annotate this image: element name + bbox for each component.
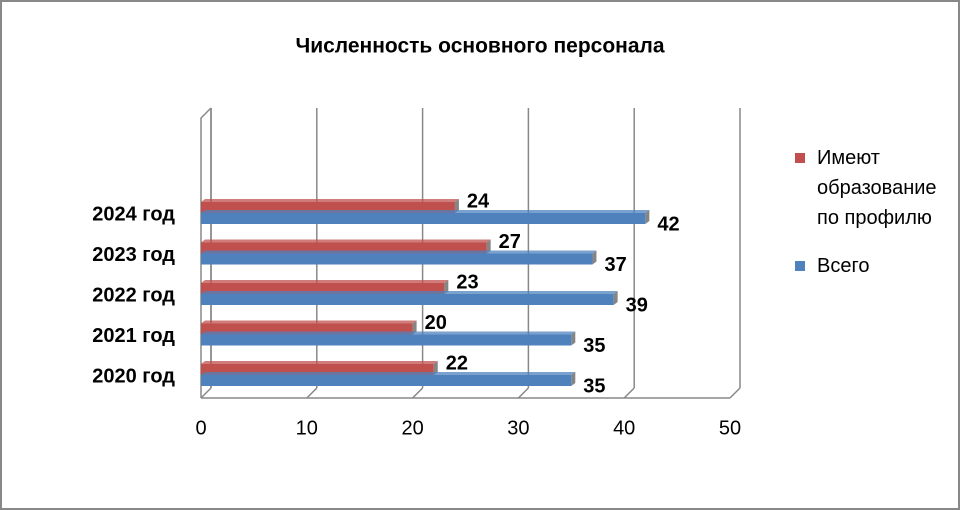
bar-side — [571, 331, 576, 346]
x-tick-label: 0 — [195, 417, 206, 439]
grid-line — [412, 387, 424, 399]
x-tick-label: 40 — [613, 417, 635, 439]
grid-line — [729, 387, 741, 399]
value-label: 37 — [604, 254, 626, 276]
y-tick-label: 2020 год — [92, 365, 175, 387]
value-label: 35 — [583, 335, 605, 357]
y-tick-label: 2022 год — [92, 284, 175, 306]
bar-top — [201, 320, 417, 324]
bar-side — [571, 372, 576, 386]
value-label: 42 — [657, 213, 679, 235]
grid-line — [200, 387, 212, 399]
bar-side — [454, 199, 459, 213]
legend-swatch — [795, 261, 805, 271]
bar — [201, 364, 434, 375]
bar-top — [201, 280, 449, 283]
bar-side — [412, 320, 417, 335]
legend-item: Всего — [795, 251, 960, 281]
bar — [201, 213, 646, 224]
value-label: 23 — [456, 271, 478, 293]
grid-line — [306, 387, 318, 399]
bar-top — [201, 331, 576, 335]
bar-top — [201, 199, 459, 202]
bar — [201, 323, 413, 335]
chart-title: Численность основного персонала — [295, 35, 664, 58]
bar-top — [201, 372, 576, 375]
y-tick-label: 2024 год — [92, 203, 175, 225]
bar — [201, 375, 572, 386]
legend-swatch — [795, 153, 805, 163]
bar-top — [201, 250, 597, 254]
bar — [201, 283, 445, 294]
x-tick-label: 20 — [401, 417, 423, 439]
legend-label: Имеют образование по профилю — [817, 147, 937, 229]
x-tick-label: 10 — [296, 417, 318, 439]
legend: Имеют образование по профилю Всего — [795, 143, 960, 299]
bar — [201, 242, 487, 254]
x-tick-label: 30 — [507, 417, 529, 439]
legend-label: Всего — [817, 255, 870, 277]
y-tick-label: 2021 год — [92, 325, 175, 347]
bar — [201, 294, 614, 305]
bar — [201, 334, 572, 346]
bar-side — [645, 210, 650, 224]
value-label: 24 — [467, 190, 490, 212]
bar-top — [201, 361, 438, 364]
value-label: 35 — [583, 375, 605, 397]
bar-side — [613, 291, 618, 305]
bar-side — [433, 361, 438, 375]
value-label: 20 — [425, 312, 447, 334]
grid-line — [517, 387, 529, 399]
value-label: 39 — [626, 294, 648, 316]
bar — [201, 253, 593, 265]
bar-top — [201, 291, 618, 294]
bar-side — [592, 250, 597, 265]
value-label: 22 — [446, 352, 468, 374]
value-label: 27 — [499, 231, 521, 253]
x-tick-label: 50 — [719, 417, 741, 439]
legend-item: Имеют образование по профилю — [795, 143, 960, 233]
bar — [201, 202, 455, 213]
bar-top — [201, 210, 650, 213]
grid-line — [623, 387, 635, 399]
bar-top — [201, 239, 491, 243]
bar-side — [486, 239, 491, 254]
plot: 0 10 20 30 40 50 2020 год 22 35 2021 год 20 35 2022 … — [92, 107, 741, 439]
bar-side — [444, 280, 449, 294]
y-tick-label: 2023 год — [92, 244, 175, 266]
